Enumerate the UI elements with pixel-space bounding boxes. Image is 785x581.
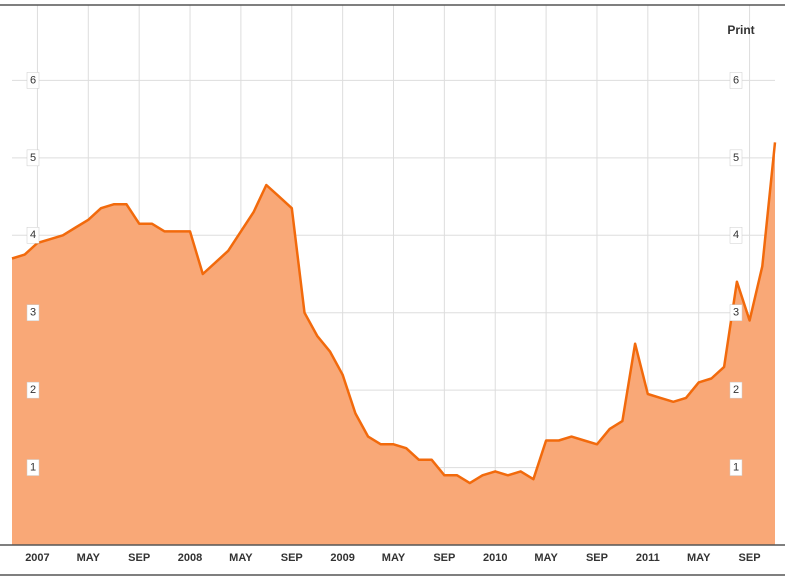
x-tick-label: MAY xyxy=(534,552,558,564)
y-label-box xyxy=(26,149,40,167)
y-tick-label: 5 xyxy=(733,152,739,164)
y-tick-label: 6 xyxy=(733,74,739,86)
x-tick-label: 2010 xyxy=(483,552,507,564)
y-label-box xyxy=(26,381,40,399)
y-tick-label: 6 xyxy=(30,74,36,86)
y-label-box xyxy=(729,304,743,321)
plot xyxy=(11,142,777,545)
x-tick-label: SEP xyxy=(281,552,303,564)
y-label-box xyxy=(26,227,40,244)
x-tick-label: MAY xyxy=(77,552,101,564)
x-tick-label: 2011 xyxy=(636,552,660,564)
y-label-box xyxy=(26,72,40,89)
area-line xyxy=(11,142,777,485)
area-fill xyxy=(12,142,775,545)
y-tick-label: 2 xyxy=(733,384,739,396)
y-label-box xyxy=(729,149,743,167)
x-tick-label: SEP xyxy=(739,552,761,564)
y-label-box xyxy=(26,459,40,476)
x-tick-label: SEP xyxy=(586,552,608,564)
print-button[interactable]: Print xyxy=(727,23,754,37)
x-tick-label: 2007 xyxy=(25,552,49,564)
y-label-box xyxy=(729,227,743,244)
y-tick-label: 4 xyxy=(30,229,36,241)
y-tick-label: 3 xyxy=(733,307,739,319)
y-tick-label: 2 xyxy=(30,384,36,396)
x-tick-label: 2008 xyxy=(178,552,202,564)
y-label-box xyxy=(26,304,40,321)
x-tick-label: 2009 xyxy=(330,552,354,564)
x-tick-label: SEP xyxy=(128,552,150,564)
y-label-box xyxy=(729,72,743,89)
x-tick-label: SEP xyxy=(433,552,455,564)
x-tick-label: MAY xyxy=(229,552,253,564)
y-label-box xyxy=(729,381,743,399)
y-tick-label: 4 xyxy=(733,229,739,241)
y-tick-label: 1 xyxy=(733,461,739,473)
y-tick-label: 3 xyxy=(30,307,36,319)
y-label-box xyxy=(729,459,743,476)
x-tick-label: MAY xyxy=(687,552,711,564)
y-tick-label: 5 xyxy=(30,152,36,164)
x-tick-label: MAY xyxy=(382,552,406,564)
labels: 2007 MAY SEP 2008 MAY SEP 2009 MAY SEP 2010 MAY SEP… xyxy=(25,72,761,564)
y-tick-label: 1 xyxy=(30,461,36,473)
